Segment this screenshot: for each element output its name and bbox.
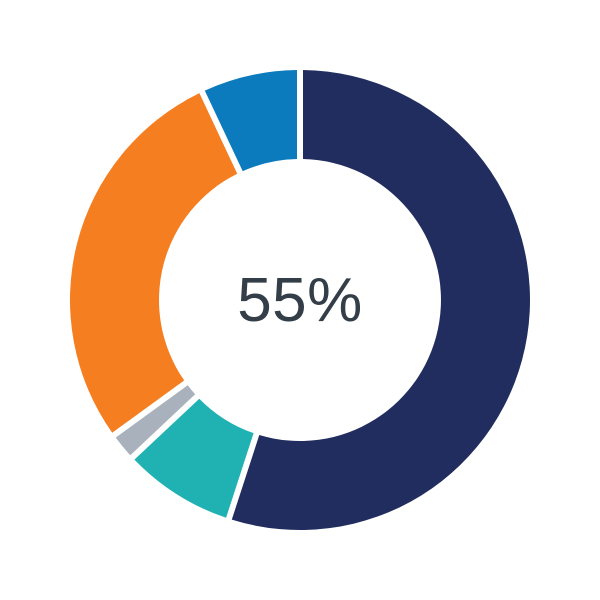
donut-segment-teal[interactable] <box>134 398 254 518</box>
donut-segment-blue[interactable] <box>204 70 297 172</box>
donut-segment-orange[interactable] <box>69 93 238 433</box>
donut-segment-navy[interactable] <box>231 70 531 531</box>
donut-segment-gray[interactable] <box>115 385 196 456</box>
donut-segments <box>69 70 531 531</box>
